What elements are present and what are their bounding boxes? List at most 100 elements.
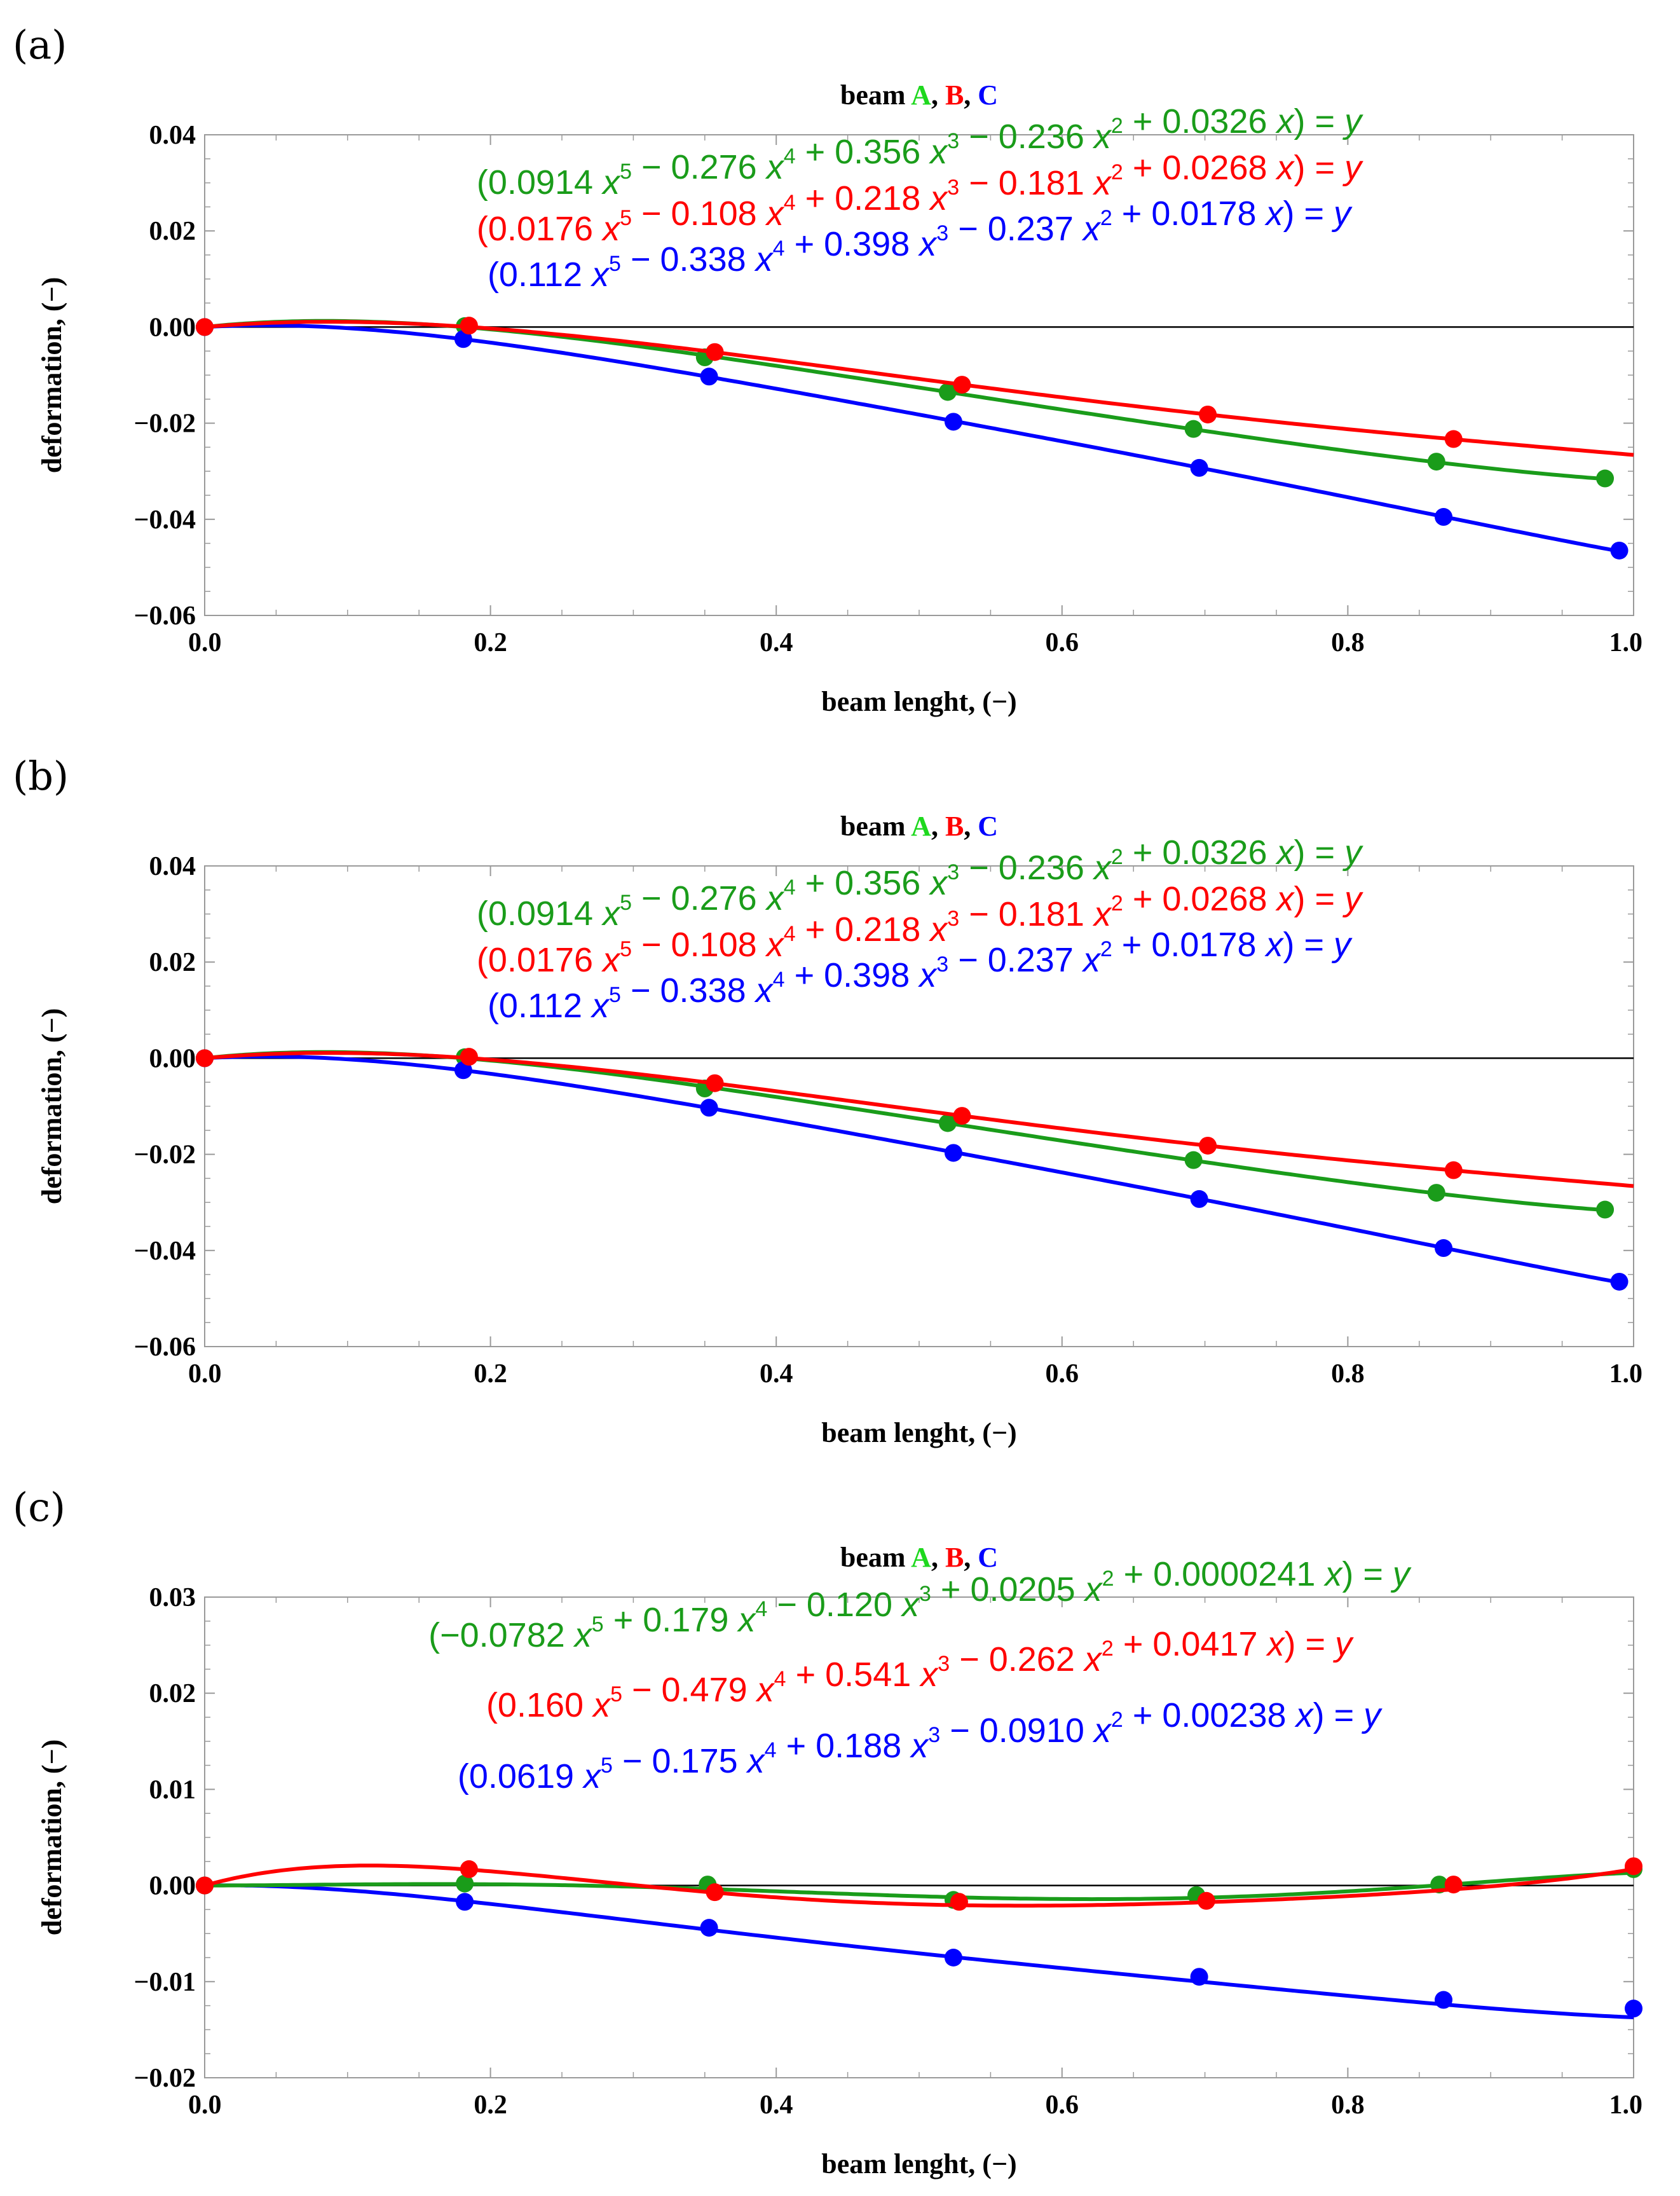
equation-exponent: 4 <box>765 1738 777 1762</box>
x-tick-label: 0.2 <box>474 1359 507 1389</box>
x-tick-label: 0.4 <box>760 1359 793 1389</box>
y-axis-label: deformation, (−) <box>36 277 67 474</box>
equation-term: + 0.218 <box>796 179 931 217</box>
equation-exponent: 2 <box>1100 206 1112 230</box>
y-tick-label: 0.04 <box>149 121 196 150</box>
equation-term: (0.0619 <box>458 1757 584 1795</box>
x-tick-label: 1.0 <box>1609 2090 1643 2120</box>
equation-term: + 0.0417 <box>1114 1625 1267 1663</box>
title-series-a: A <box>911 811 931 842</box>
y-tick-label: −0.06 <box>134 601 196 631</box>
data-point-a <box>1596 1200 1615 1219</box>
equation-variable: y <box>1332 1625 1354 1663</box>
x-tick-label: 0.0 <box>188 2090 222 2120</box>
equation-term: + 0.00238 <box>1123 1696 1296 1734</box>
equation-variable: x <box>1275 149 1295 187</box>
data-point-b <box>1199 1136 1217 1155</box>
equation-term: − 0.181 <box>959 164 1094 202</box>
data-point-b <box>706 1883 724 1902</box>
equation-variable: y <box>1331 926 1353 964</box>
equation-term: (0.0914 <box>477 895 603 933</box>
data-point-c <box>454 330 472 348</box>
equation-variable: x <box>917 225 938 263</box>
data-point-b <box>1197 1891 1215 1910</box>
equation-term: + 0.0268 <box>1123 880 1277 918</box>
data-point-a <box>1184 420 1203 438</box>
data-point-b <box>950 1893 968 1911</box>
equation-variable: x <box>1081 210 1102 248</box>
equation-variable: x <box>755 1671 775 1709</box>
title-separator: , <box>931 811 945 842</box>
equation-exponent: 4 <box>773 237 785 261</box>
data-point-c <box>944 1949 962 1966</box>
fit-curve-a <box>204 319 1606 481</box>
equation-variable: x <box>1092 164 1112 202</box>
data-point-c <box>1610 541 1629 559</box>
title-separator: , <box>964 1542 978 1573</box>
equation-term: + 0.0000241 <box>1114 1555 1325 1593</box>
equation-variable: y <box>1342 102 1363 141</box>
x-axis-label: beam lenght, (−) <box>821 2148 1016 2179</box>
equation-variable: x <box>1264 926 1285 964</box>
data-point-a <box>938 1114 957 1132</box>
x-tick-label: 0.4 <box>760 2090 793 2120</box>
x-tick-label: 0.8 <box>1331 2090 1365 2120</box>
fit-curve-b <box>204 1863 1634 1908</box>
data-point-c <box>454 1061 472 1080</box>
equation-variable: x <box>1092 895 1112 933</box>
equation-c: (0.112 x5 − 0.338 x4 + 0.398 x3 − 0.237 … <box>488 926 1353 1025</box>
equation-term: + 0.0326 <box>1123 834 1277 872</box>
equation-variable: y <box>1342 834 1363 872</box>
series-b <box>196 317 1634 457</box>
equation-term: (0.112 <box>488 256 592 294</box>
equation-term: ) = <box>1294 102 1345 141</box>
x-tick-label: 0.2 <box>474 628 507 657</box>
equation-variable: x <box>1092 1712 1112 1750</box>
title-series-a: A <box>911 1542 931 1573</box>
chart-title: beam A, B, C <box>840 79 998 111</box>
x-tick-label: 0.6 <box>1046 628 1079 657</box>
equation-exponent: 3 <box>947 175 959 200</box>
title-prefix: beam <box>840 811 911 842</box>
equation-term: − 0.276 <box>632 148 767 186</box>
equation-term: ) = <box>1294 834 1345 872</box>
equation-exponent: 2 <box>1111 114 1123 138</box>
panel-label: (b) <box>13 753 69 799</box>
equation-variable: x <box>917 956 938 994</box>
equation-term: + 0.398 <box>785 956 920 994</box>
equation-term: − 0.338 <box>621 240 756 278</box>
data-point-c <box>1190 1968 1208 1986</box>
equation-variable: x <box>754 240 774 278</box>
title-separator: , <box>931 79 945 111</box>
equation-exponent: 2 <box>1111 891 1123 916</box>
equation-exponent: 4 <box>784 191 796 215</box>
equation-a: (−0.0782 x5 + 0.179 x4 − 0.120 x3 + 0.02… <box>428 1555 1412 1654</box>
data-point-b <box>1444 430 1463 448</box>
y-axis-label: deformation, (−) <box>36 1740 67 1936</box>
equation-variable: x <box>601 941 621 979</box>
equation-variable: y <box>1390 1555 1412 1593</box>
x-tick-label: 0.6 <box>1046 1359 1079 1389</box>
x-tick-label: 1.0 <box>1609 628 1643 657</box>
equation-term: ) = <box>1294 149 1345 187</box>
equation-exponent: 4 <box>784 875 796 900</box>
data-point-b <box>460 1860 478 1878</box>
equation-term: + 0.0178 <box>1112 195 1266 233</box>
series-c <box>196 1049 1629 1291</box>
equation-term: − 0.0910 <box>940 1712 1094 1750</box>
chart-title: beam A, B, C <box>840 1542 998 1573</box>
data-point-c <box>1610 1272 1629 1291</box>
equation-variable: x <box>919 1656 939 1694</box>
equation-exponent: 2 <box>1102 1637 1114 1661</box>
data-point-c <box>1625 2000 1642 2018</box>
title-separator: , <box>931 1542 945 1573</box>
equation-exponent: 4 <box>773 968 785 992</box>
equation-variable: x <box>590 256 610 294</box>
equation-exponent: 2 <box>1102 1567 1114 1591</box>
data-point-c <box>1190 1190 1208 1208</box>
data-point-b <box>196 318 214 336</box>
equation-a: (0.0914 x5 − 0.276 x4 + 0.356 x3 − 0.236… <box>477 102 1363 202</box>
x-tick-label: 1.0 <box>1609 1359 1643 1389</box>
equation-term: + 0.356 <box>796 864 931 902</box>
